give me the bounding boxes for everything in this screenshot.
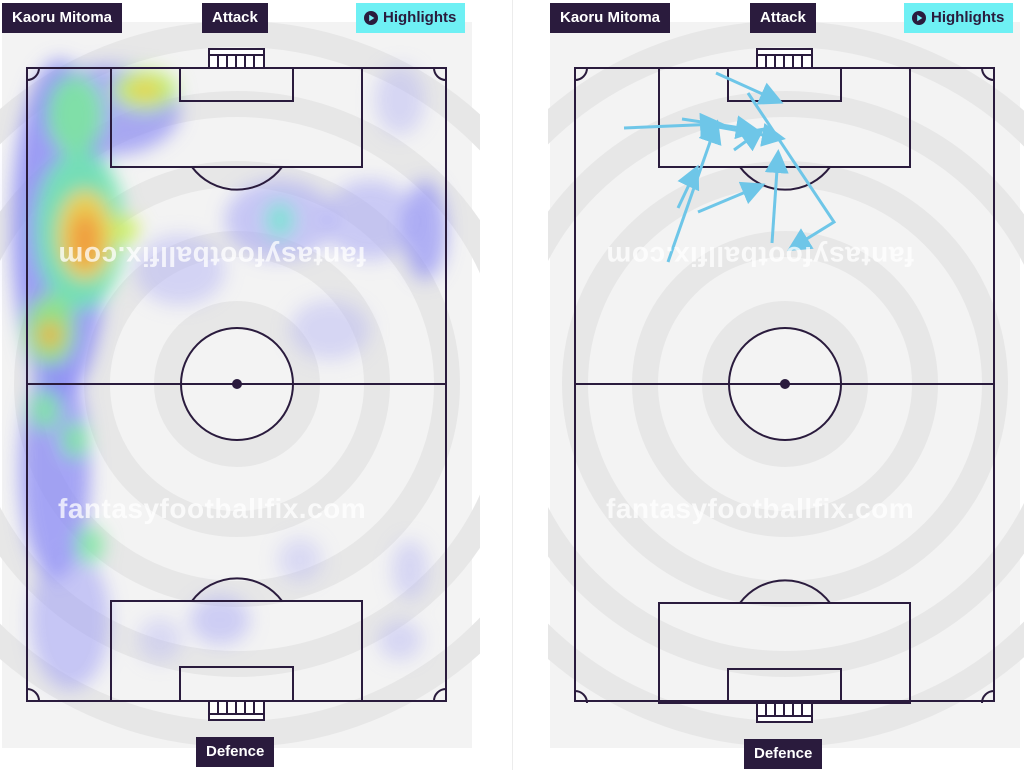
pass-arrow [676, 164, 700, 209]
pass-arrow [746, 92, 837, 252]
highlights-button[interactable]: Highlights [904, 3, 1014, 33]
watermark: fantasyfootballfix.com [606, 493, 915, 524]
pass-arrow [666, 119, 722, 263]
play-icon [364, 11, 378, 25]
passes-panel: fantasyfootballfix.com fantasyfootballfi… [548, 0, 1024, 770]
heatmap-pitch [0, 21, 480, 747]
player-name-label: Kaoru Mitoma [2, 3, 123, 33]
defence-label: Defence [196, 737, 275, 767]
highlights-label: Highlights [931, 9, 1005, 26]
attack-label: Attack [750, 3, 816, 33]
panel-divider [512, 0, 513, 770]
goal-top [208, 48, 265, 69]
pass-arrow [764, 149, 789, 244]
watermark-flipped: fantasyfootballfix.com [606, 241, 915, 272]
pass-arrows [623, 71, 837, 263]
watermark-flipped: fantasyfootballfix.com [58, 241, 367, 272]
play-icon [912, 11, 926, 25]
highlights-button[interactable]: Highlights [356, 3, 466, 33]
passes-pitch [548, 21, 1024, 747]
goal-bottom [208, 700, 265, 721]
center-spot [780, 379, 790, 389]
center-spot [232, 379, 242, 389]
pass-arrow [697, 181, 766, 214]
pass-arrow [717, 123, 786, 147]
defence-label: Defence [744, 739, 823, 769]
highlights-label: Highlights [383, 9, 457, 26]
player-name-label: Kaoru Mitoma [550, 3, 671, 33]
heatmap-panel: fantasyfootballfix.com fantasyfootballfi… [0, 0, 480, 770]
pass-arrow [715, 71, 784, 105]
goal-bottom [756, 702, 813, 723]
goal-top [756, 48, 813, 69]
attack-label: Attack [202, 3, 268, 33]
watermark: fantasyfootballfix.com [58, 493, 367, 524]
